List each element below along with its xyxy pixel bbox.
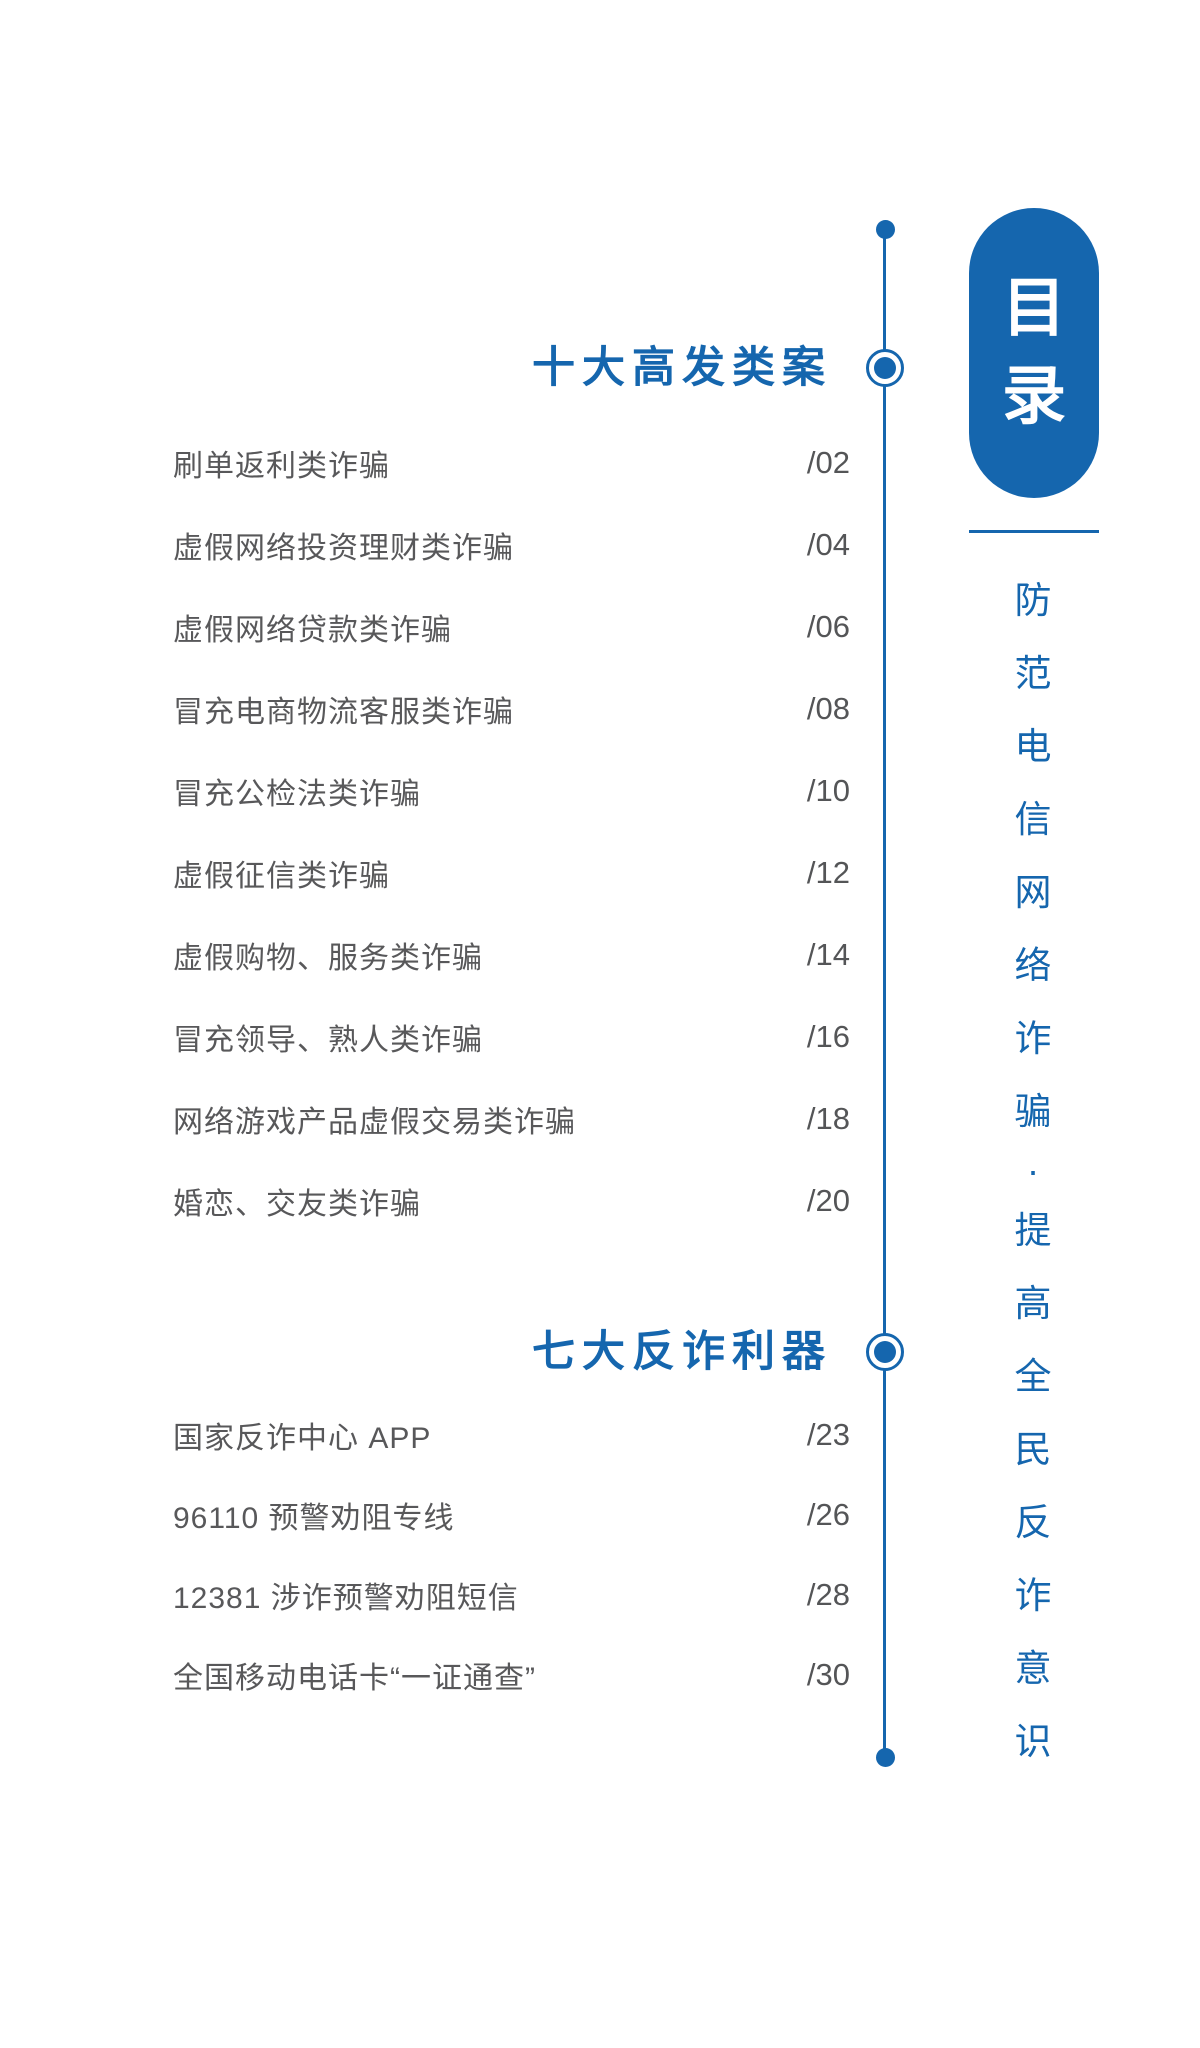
toc-entry-page: /20	[806, 1183, 850, 1218]
slogan-char: 识	[1014, 1721, 1052, 1762]
timeline-bullet-core	[874, 1341, 896, 1363]
toc-entry-page: /14	[806, 937, 850, 972]
section-title-top-ten-cases: 十大高发类案	[532, 344, 832, 392]
toc-entry-label: 冒充领导、熟人类诈骗	[173, 1024, 483, 1057]
slogan-char: 意	[1014, 1648, 1052, 1689]
toc-entry[interactable]: 网络游戏产品虚假交易类诈骗 /18	[173, 1099, 850, 1139]
toc-entry[interactable]: 虚假征信类诈骗 /12	[173, 853, 850, 893]
toc-entry[interactable]: 冒充领导、熟人类诈骗 /16	[173, 1017, 850, 1057]
toc-entry-page: /04	[806, 527, 850, 562]
toc-entry-label: 96110 预警劝阻专线	[173, 1502, 455, 1535]
toc-entry-label: 虚假网络贷款类诈骗	[173, 614, 452, 647]
toc-title-char: 录	[1002, 361, 1066, 432]
toc-entry-page: /28	[806, 1577, 850, 1612]
toc-entry[interactable]: 96110 预警劝阻专线 /26	[173, 1495, 850, 1535]
toc-entry[interactable]: 全国移动电话卡“一证通查” /30	[173, 1655, 850, 1695]
timeline-end-dot-icon	[876, 1748, 895, 1767]
toc-entry-page: /08	[806, 691, 850, 726]
timeline-section2-bullet-icon	[866, 1333, 904, 1371]
toc-entry-page: /10	[806, 773, 850, 808]
toc-entry[interactable]: 刷单返利类诈骗 /02	[173, 443, 850, 483]
toc-title-char: 目	[1002, 273, 1066, 344]
toc-entry[interactable]: 虚假网络投资理财类诈骗 /04	[173, 525, 850, 565]
toc-entry-page: /06	[806, 609, 850, 644]
toc-entry-page: /12	[806, 855, 850, 890]
slogan-char: 全	[1014, 1356, 1052, 1397]
toc-title-badge: 目 录	[969, 208, 1099, 498]
toc-entry-label: 全国移动电话卡“一证通查”	[173, 1662, 536, 1695]
slogan-char: 骗	[1014, 1091, 1052, 1132]
toc-entry-label: 网络游戏产品虚假交易类诈骗	[173, 1106, 576, 1139]
toc-entry-label: 国家反诈中心 APP	[173, 1422, 432, 1455]
timeline-section1-bullet-icon	[866, 349, 904, 387]
toc-entry[interactable]: 虚假购物、服务类诈骗 /14	[173, 935, 850, 975]
toc-entry-label: 虚假购物、服务类诈骗	[173, 942, 483, 975]
slogan-char: 电	[1014, 726, 1052, 767]
slogan-char: 提	[1014, 1210, 1052, 1251]
section-title-seven-tools: 七大反诈利器	[532, 1328, 832, 1376]
timeline-bullet-core	[874, 357, 896, 379]
sidebar-divider	[969, 530, 1099, 533]
toc-entry[interactable]: 12381 涉诈预警劝阻短信 /28	[173, 1575, 850, 1615]
slogan-char: 防	[1014, 580, 1052, 621]
timeline-line	[883, 230, 886, 1758]
toc-entry[interactable]: 冒充公检法类诈骗 /10	[173, 771, 850, 811]
toc-entry[interactable]: 冒充电商物流客服类诈骗 /08	[173, 689, 850, 729]
slogan-separator-dot: ·	[1026, 1150, 1040, 1191]
toc-entry-label: 冒充电商物流客服类诈骗	[173, 696, 514, 729]
toc-entry-page: /18	[806, 1101, 850, 1136]
slogan-char: 网	[1014, 872, 1052, 913]
toc-entry-label: 刷单返利类诈骗	[173, 450, 390, 483]
slogan-char: 高	[1014, 1283, 1052, 1324]
toc-entry-label: 虚假网络投资理财类诈骗	[173, 532, 514, 565]
toc-entry-page: /23	[806, 1417, 850, 1452]
slogan-char: 反	[1014, 1502, 1052, 1543]
slogan-char: 民	[1014, 1429, 1052, 1470]
slogan-char: 络	[1014, 945, 1052, 986]
toc-entry-label: 冒充公检法类诈骗	[173, 778, 421, 811]
slogan-char: 范	[1014, 653, 1052, 694]
timeline-start-dot-icon	[876, 220, 895, 239]
toc-entry[interactable]: 虚假网络贷款类诈骗 /06	[173, 607, 850, 647]
toc-entry-page: /30	[806, 1657, 850, 1692]
vertical-slogan: 防 范 电 信 网 络 诈 骗 · 提 高 全 民 反 诈 意 识	[1010, 564, 1056, 1778]
toc-entry-page: /16	[806, 1019, 850, 1054]
toc-entry[interactable]: 婚恋、交友类诈骗 /20	[173, 1181, 850, 1221]
toc-entry[interactable]: 国家反诈中心 APP /23	[173, 1415, 850, 1455]
toc-entry-page: /02	[806, 445, 850, 480]
slogan-char: 诈	[1014, 1018, 1052, 1059]
toc-entry-label: 婚恋、交友类诈骗	[173, 1188, 421, 1221]
slogan-char: 信	[1014, 799, 1052, 840]
slogan-char: 诈	[1014, 1575, 1052, 1616]
toc-entry-label: 虚假征信类诈骗	[173, 860, 390, 893]
toc-entry-page: /26	[806, 1497, 850, 1532]
toc-entry-label: 12381 涉诈预警劝阻短信	[173, 1582, 519, 1615]
